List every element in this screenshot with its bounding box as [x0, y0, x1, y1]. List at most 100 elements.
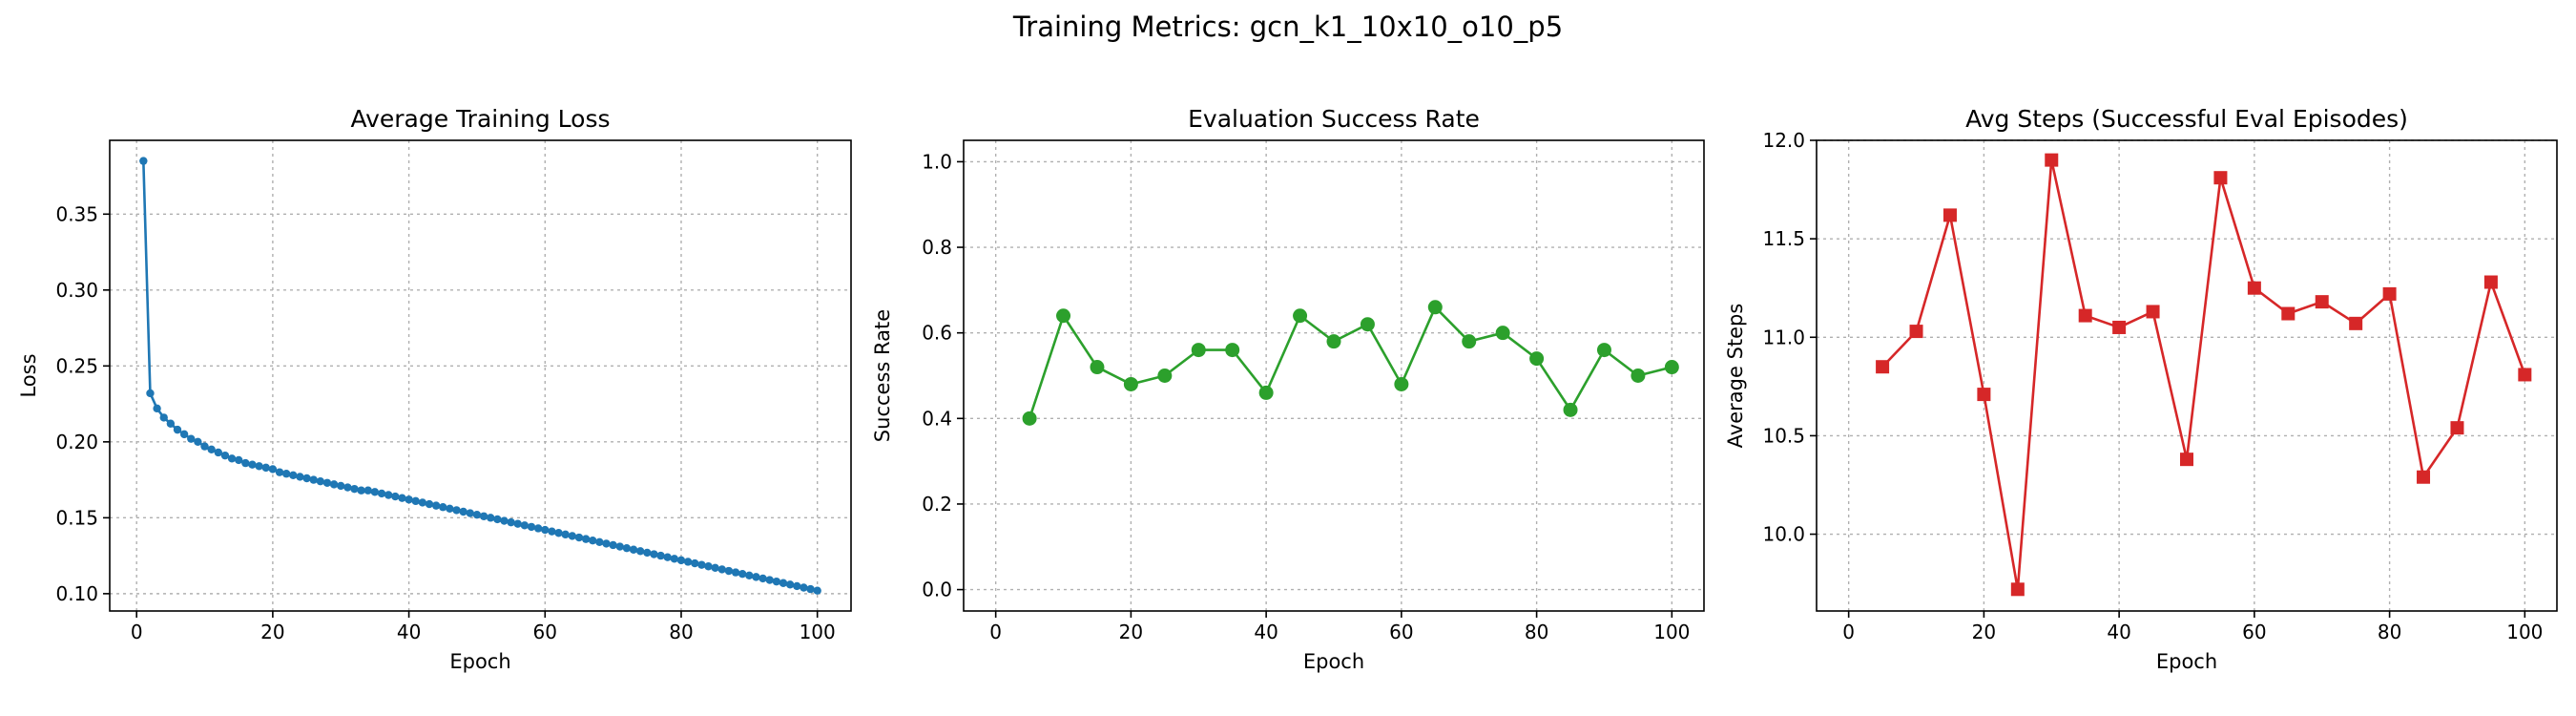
- loss-data-point: [241, 458, 250, 468]
- avg-steps-ytick-label: 10.0: [1762, 523, 1805, 546]
- loss-data-point: [622, 543, 632, 553]
- loss-data-point: [772, 577, 781, 586]
- loss-data-point: [520, 521, 530, 530]
- loss-xtick-label: 80: [669, 621, 693, 643]
- loss-data-point: [691, 558, 699, 568]
- loss-x-axis-label: Epoch: [449, 650, 510, 673]
- success-rate-data-point: [1427, 300, 1443, 315]
- loss-data-point: [533, 524, 543, 533]
- loss-data-point: [731, 568, 740, 577]
- loss-data-point: [377, 489, 386, 498]
- success-rate-chart: 0 20 40 60 80 100 0.0 0.2 0.4 0.6 0.8 1.0 Evaluation…: [871, 105, 1705, 673]
- success-rate-data-point: [1293, 308, 1308, 324]
- loss-data-point: [711, 563, 719, 573]
- success-rate-xtick-label: 80: [1525, 621, 1548, 643]
- loss-data-point: [296, 473, 304, 481]
- success-rate-data-point: [1022, 411, 1037, 426]
- loss-data-point: [670, 555, 679, 563]
- success-rate-data-point: [1258, 385, 1274, 400]
- avg-steps-data-point: [1942, 208, 1957, 222]
- loss-ytick-label: 0.30: [55, 279, 98, 302]
- loss-data-point: [391, 492, 400, 501]
- success-rate-xtick-label: 60: [1389, 621, 1413, 643]
- loss-data-point: [806, 584, 815, 594]
- loss-data-point: [343, 483, 352, 492]
- success-rate-xtick-label: 20: [1119, 621, 1143, 643]
- loss-data-point: [289, 471, 298, 480]
- success-rate-chart-title: Evaluation Success Rate: [1188, 105, 1480, 133]
- loss-data-point: [459, 507, 467, 516]
- success-rate-data-point: [1225, 343, 1240, 358]
- loss-data-point: [302, 474, 311, 483]
- success-rate-data-point: [1596, 343, 1611, 358]
- loss-data-point: [683, 558, 693, 566]
- loss-data-point: [581, 535, 591, 543]
- loss-data-point: [737, 569, 747, 579]
- loss-data-point: [813, 586, 821, 595]
- loss-ytick-label: 0.20: [55, 431, 98, 453]
- loss-data-point: [439, 503, 447, 512]
- avg-steps-data-point: [2180, 453, 2193, 467]
- loss-data-point: [173, 425, 182, 434]
- loss-data-point: [337, 481, 345, 491]
- loss-data-point: [487, 514, 495, 522]
- loss-data-point: [452, 506, 461, 515]
- success-rate-data-point: [1631, 369, 1646, 383]
- avg-steps-xtick-label: 100: [2506, 621, 2543, 643]
- loss-data-point: [513, 519, 522, 528]
- success-rate-x-axis-label: Epoch: [1303, 650, 1364, 673]
- loss-y-axis-label: Loss: [17, 353, 40, 397]
- avg-steps-data-point: [2247, 281, 2261, 295]
- loss-data-point: [364, 486, 372, 495]
- loss-data-point: [220, 451, 230, 460]
- loss-data-point: [602, 539, 611, 548]
- loss-data-point: [418, 498, 427, 507]
- success-rate-series-line: [1028, 305, 1672, 419]
- success-rate-xtick-label: 0: [989, 621, 1002, 643]
- success-rate-y-axis-label: Success Rate: [871, 309, 894, 442]
- success-rate-xtick-label: 40: [1254, 621, 1278, 643]
- loss-data-point: [629, 545, 638, 554]
- loss-data-point: [615, 542, 624, 551]
- avg-steps-data-point: [1977, 388, 1991, 402]
- avg-steps-data-point: [2010, 582, 2025, 597]
- success-rate-data-point: [1191, 343, 1206, 358]
- success-rate-data-point: [1563, 402, 1578, 417]
- avg-steps-data-point: [2417, 470, 2431, 484]
- loss-data-point: [765, 576, 774, 584]
- success-rate-data-point: [1462, 334, 1477, 349]
- loss-data-point: [785, 580, 795, 589]
- loss-data-point: [309, 475, 318, 484]
- loss-data-point: [561, 530, 570, 539]
- success-rate-ytick-label: 0.8: [922, 236, 952, 259]
- avg-steps-chart: 0 20 40 60 80 100 10.0 10.5 11.0 11.5 12.0 Avg Step…: [1724, 105, 2558, 673]
- success-rate-data-point: [1123, 376, 1138, 391]
- success-rate-data-point: [1090, 360, 1105, 375]
- loss-data-point: [248, 460, 257, 469]
- loss-data-point: [697, 560, 706, 569]
- avg-steps-data-point: [1876, 360, 1890, 374]
- avg-steps-ytick-label: 11.5: [1762, 227, 1805, 250]
- loss-data-point: [370, 488, 380, 496]
- loss-data-point: [235, 455, 243, 465]
- loss-data-point: [146, 389, 155, 398]
- avg-steps-ytick-label: 12.0: [1762, 129, 1805, 152]
- success-rate-ytick-label: 1.0: [922, 150, 952, 173]
- loss-data-point: [609, 540, 617, 550]
- success-rate-data-point: [1326, 334, 1341, 349]
- loss-chart-title: Average Training Loss: [350, 105, 610, 133]
- avg-steps-data-point: [2483, 275, 2498, 289]
- loss-data-point: [656, 551, 665, 560]
- loss-data-point: [663, 553, 672, 561]
- loss-data-point: [548, 527, 556, 536]
- loss-data-point: [466, 509, 474, 517]
- avg-steps-data-point: [2112, 320, 2127, 334]
- loss-data-point: [139, 157, 148, 165]
- loss-xtick-label: 40: [397, 621, 421, 643]
- success-rate-axes-frame: [963, 139, 1705, 612]
- loss-ytick-label: 0.35: [55, 202, 98, 225]
- avg-steps-xtick-label: 40: [2107, 621, 2130, 643]
- loss-data-point: [745, 571, 754, 579]
- loss-xtick-label: 100: [800, 621, 836, 643]
